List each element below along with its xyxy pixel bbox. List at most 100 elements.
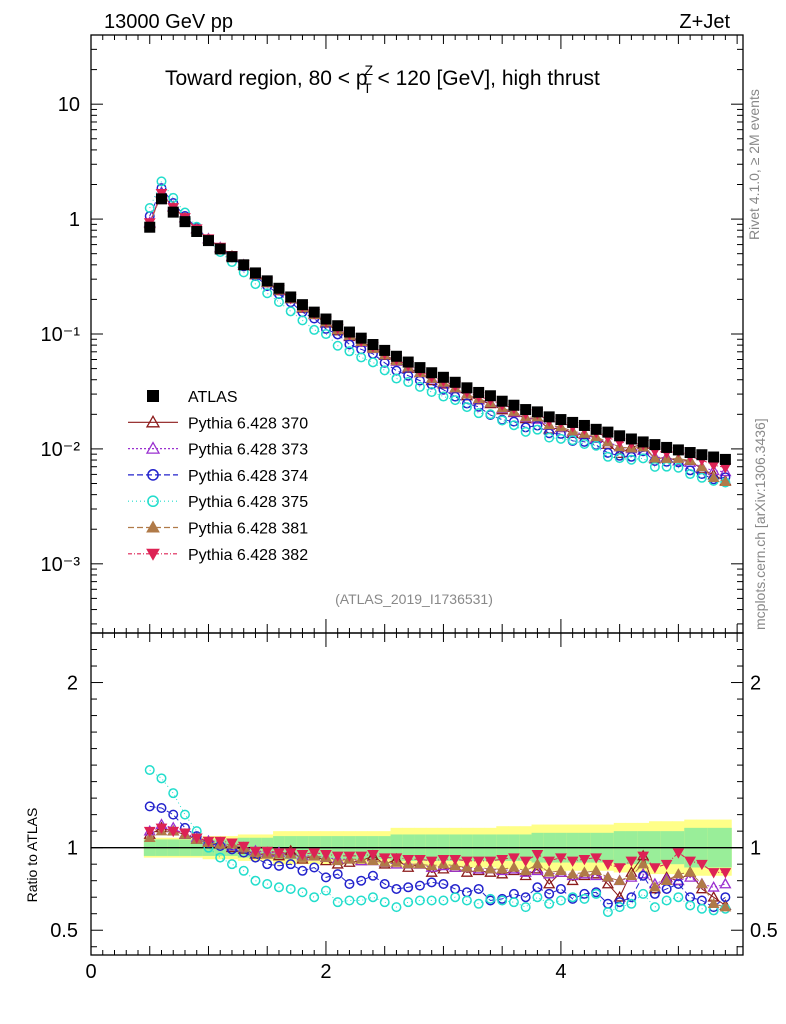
ratio-point-374	[461, 887, 472, 898]
ratio-point-381	[649, 881, 661, 892]
atlas-point	[625, 433, 637, 445]
ratio-point-382	[602, 859, 614, 871]
ratio-point-381	[484, 863, 497, 874]
ratio-point-382	[167, 826, 180, 838]
ratio-point-375	[626, 898, 637, 909]
ratio-point-375	[461, 895, 472, 906]
point-375	[262, 288, 273, 299]
atlas-point	[238, 259, 250, 271]
atlas-point	[179, 216, 191, 228]
ratio-point-375	[649, 902, 660, 913]
legend-label-374: Pythia 6.428 374	[188, 468, 308, 485]
ratio-point-382	[355, 851, 368, 862]
point-375	[156, 176, 167, 187]
ratio-point-381	[672, 868, 685, 879]
point-375	[649, 461, 660, 472]
legend: ATLAS Pythia 6.428 370 Pythia 6.428 373 Pyt…	[128, 389, 308, 564]
atlas-point	[637, 436, 649, 448]
legend-marker-375	[147, 495, 159, 508]
point-375	[356, 352, 367, 363]
point-374	[626, 451, 637, 462]
ratio-y-tick-label: 1	[67, 838, 78, 860]
ratio-point-374	[626, 892, 637, 903]
ratio-point-373	[637, 867, 650, 879]
ratio-point-375	[309, 892, 320, 903]
point-375	[638, 453, 649, 464]
point-375	[144, 202, 155, 213]
point-375	[438, 391, 449, 402]
atlas-point	[449, 376, 461, 388]
ratio-point-375	[450, 892, 461, 903]
x-tick-label: 2	[320, 961, 331, 983]
ratio-point-375	[403, 897, 414, 908]
ratio-point-375	[485, 893, 496, 904]
point-375	[309, 324, 320, 335]
ratio-point-375	[673, 892, 684, 903]
atlas-point	[402, 356, 414, 368]
ratio-point-374	[579, 888, 590, 899]
ratio-point-382	[461, 856, 473, 867]
ratio-point-382	[543, 856, 556, 867]
ratio-point-374	[685, 892, 696, 903]
ratio-point-374	[144, 801, 155, 812]
ratio-point-374	[473, 883, 484, 894]
ratio-point-382	[425, 856, 438, 867]
point-375	[320, 329, 331, 340]
ratio-point-382	[284, 848, 297, 859]
ratio-point-375	[438, 895, 449, 906]
ratio-point-382	[402, 854, 415, 866]
atlas-point	[531, 406, 543, 418]
point-375	[344, 346, 355, 357]
ratio-point-370	[613, 890, 626, 902]
ratio-point-382	[684, 856, 696, 867]
ratio-point-381	[637, 858, 650, 869]
ratio-point-381	[578, 866, 591, 877]
y-tick-label: 1	[69, 209, 80, 231]
ratio-point-381	[496, 863, 509, 874]
ratio-y-tick-label: 0.5	[50, 920, 78, 942]
ratio-point-374	[367, 870, 378, 881]
ratio-point-382	[660, 859, 673, 871]
atlas-point	[214, 243, 226, 255]
ratio-point-381	[660, 874, 673, 885]
ratio-point-370	[543, 877, 556, 889]
ratio-point-373	[719, 877, 732, 889]
ratio-point-382	[566, 856, 579, 867]
atlas-point	[367, 339, 379, 351]
ratio-point-374	[426, 877, 437, 888]
point-375	[567, 435, 578, 446]
point-375	[414, 381, 425, 392]
point-381	[649, 452, 661, 463]
ratio-point-370	[601, 877, 615, 889]
atlas-point	[296, 299, 308, 311]
ratio-point-375	[602, 907, 613, 918]
ratio-point-382	[296, 850, 309, 861]
atlas-point	[226, 251, 238, 263]
ratio-point-382	[531, 850, 544, 861]
ratio-point-375	[591, 888, 602, 899]
atlas-point	[414, 362, 426, 374]
ratio-point-374	[285, 859, 296, 870]
ratio-point-382	[578, 854, 591, 866]
atlas-point	[332, 320, 344, 332]
ratio-point-381	[707, 897, 720, 909]
atlas-point	[661, 441, 673, 453]
ratio-point-375	[285, 883, 296, 894]
ratio-point-374	[638, 870, 649, 881]
atlas-point	[202, 235, 214, 247]
legend-label-375: Pythia 6.428 375	[188, 494, 308, 511]
legend-marker-atlas	[147, 390, 159, 402]
ratio-point-374	[438, 878, 449, 889]
ratio-point-382	[414, 854, 426, 866]
ratio-point-370	[496, 867, 509, 879]
ratio-point-374	[544, 888, 555, 899]
atlas-point	[578, 419, 590, 431]
series-line-375	[149, 180, 726, 483]
ratio-point-375	[567, 892, 578, 903]
ratio-point-375	[661, 895, 672, 906]
point-375	[473, 408, 484, 419]
ratio-point-374	[356, 875, 367, 886]
ratio-line-374	[149, 805, 726, 908]
point-375	[273, 296, 284, 307]
atlas-point	[484, 390, 496, 402]
